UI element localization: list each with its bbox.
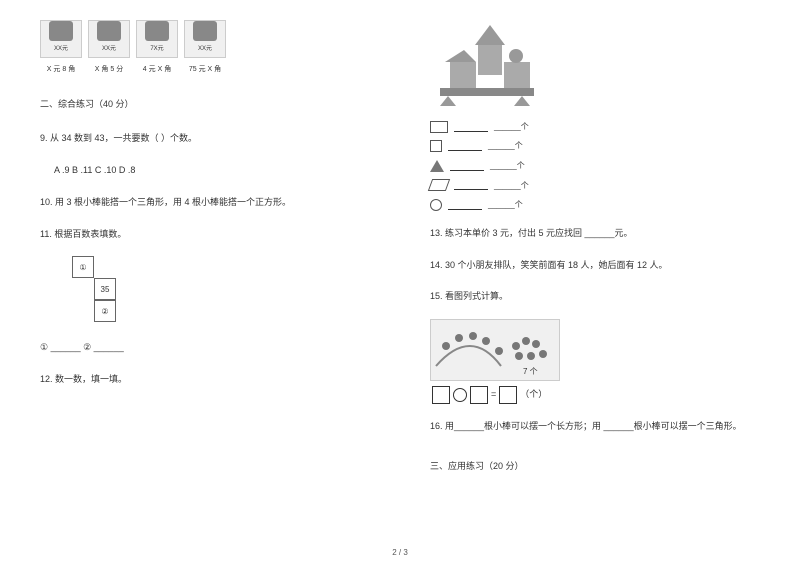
house-shapes-image (430, 20, 540, 110)
tree-diagram-image: 7 个 (430, 319, 560, 381)
equation-box (499, 386, 517, 404)
price-text: 75 元 X 角 (184, 62, 226, 77)
product-label: XX元 (198, 43, 212, 56)
left-column: XX元 XX元 7X元 XX元 X 元 8 角 X 角 5 分 4 元 X 角 … (40, 20, 370, 491)
question-11: 11. 根据百数表填数。 (40, 225, 370, 245)
shape-row-rect: ______个 (430, 118, 760, 136)
equation-box (432, 386, 450, 404)
square-icon (430, 140, 442, 152)
shape-row-square: ______个 (430, 137, 760, 155)
question-9: 9. 从 34 数到 43，一共要数（ ）个数。 (40, 129, 370, 149)
hundred-chart-answer: ① ______ ② ______ (40, 338, 370, 358)
question-16: 16. 用______根小棒可以摆一个长方形；用 ______根小棒可以摆一个三… (430, 417, 760, 437)
product-images-row: XX元 XX元 7X元 XX元 (40, 20, 370, 58)
shape-count-label: ______个 (488, 196, 523, 214)
question-15: 15. 看图列式计算。 (430, 287, 760, 307)
rect-icon (430, 121, 448, 133)
parallelogram-icon (428, 179, 450, 191)
product-label: XX元 (54, 43, 68, 56)
page-number: 2 / 3 (0, 548, 800, 557)
shape-count-label: ______个 (494, 118, 529, 136)
product-prices-row: X 元 8 角 X 角 5 分 4 元 X 角 75 元 X 角 (40, 62, 370, 77)
shape-count-label: ______个 (490, 157, 525, 175)
product-candy: XX元 (184, 20, 226, 58)
right-column: ______个 ______个 ______个 ______个 ______个 … (430, 20, 760, 491)
price-text: X 角 5 分 (88, 62, 130, 77)
hundred-chart: ① 35 ② (72, 256, 370, 330)
question-10: 10. 用 3 根小棒能搭一个三角形，用 4 根小棒能搭一个正方形。 (40, 193, 370, 213)
question-13: 13. 练习本单价 3 元，付出 5 元应找回 ______元。 (430, 224, 760, 244)
shape-count-label: ______个 (488, 137, 523, 155)
question-14: 14. 30 个小朋友排队，笑笑前面有 18 人，她后面有 12 人。 (430, 256, 760, 276)
product-toy: 7X元 (136, 20, 178, 58)
shape-row-triangle: ______个 (430, 157, 760, 175)
section-3-title: 三、应用练习（20 分） (430, 457, 760, 477)
price-text: 4 元 X 角 (136, 62, 178, 77)
equation-box (470, 386, 488, 404)
hc-cell: ① (72, 256, 94, 278)
shape-count-label: ______个 (494, 177, 529, 195)
product-label: 7X元 (150, 43, 163, 56)
product-label: XX元 (102, 43, 116, 56)
equation-operator (453, 388, 467, 402)
triangle-icon (430, 160, 444, 172)
shape-row-parallelogram: ______个 (430, 177, 760, 195)
product-clock: XX元 (40, 20, 82, 58)
shape-row-circle: ______个 (430, 196, 760, 214)
tree-count-label: 7 个 (523, 367, 538, 376)
trees-svg: 7 个 (431, 316, 559, 378)
question-12: 12. 数一数，填一填。 (40, 370, 370, 390)
product-cup: XX元 (88, 20, 130, 58)
hc-cell: 35 (94, 278, 116, 300)
circle-icon (430, 199, 442, 211)
section-2-title: 二、综合练习（40 分） (40, 95, 370, 115)
price-text: X 元 8 角 (40, 62, 82, 77)
hc-cell: ② (94, 300, 116, 322)
shape-count-list: ______个 ______个 ______个 ______个 ______个 (430, 118, 760, 214)
equation-row: = （个） (432, 385, 760, 405)
equals-sign: = (491, 385, 496, 405)
equation-unit: （个） (520, 385, 547, 405)
question-9-choices: A .9 B .11 C .10 D .8 (40, 161, 370, 181)
